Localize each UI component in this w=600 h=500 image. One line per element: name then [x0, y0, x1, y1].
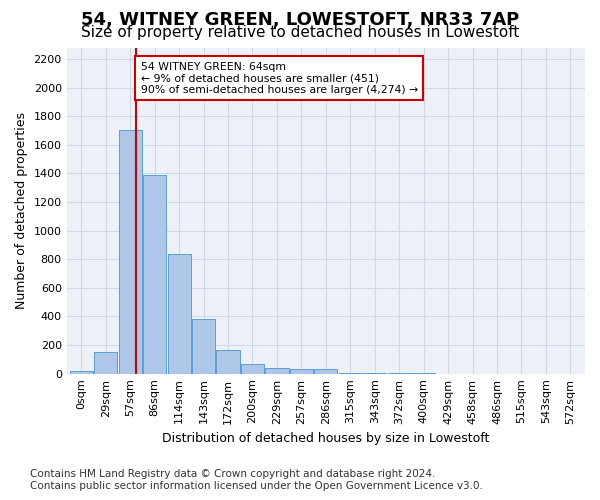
Bar: [363, 373, 386, 374]
Bar: [119, 130, 142, 374]
Bar: [314, 370, 337, 374]
Text: Size of property relative to detached houses in Lowestoft: Size of property relative to detached ho…: [81, 25, 519, 40]
Bar: [192, 318, 215, 374]
Bar: [265, 368, 289, 374]
Y-axis label: Number of detached properties: Number of detached properties: [15, 112, 28, 309]
Bar: [388, 373, 411, 374]
X-axis label: Distribution of detached houses by size in Lowestoft: Distribution of detached houses by size …: [162, 432, 490, 445]
Bar: [338, 373, 362, 374]
Bar: [143, 175, 166, 374]
Bar: [241, 364, 264, 374]
Text: Contains HM Land Registry data © Crown copyright and database right 2024.
Contai: Contains HM Land Registry data © Crown c…: [30, 470, 483, 491]
Bar: [217, 350, 239, 374]
Bar: [290, 370, 313, 374]
Bar: [94, 352, 118, 374]
Text: 54 WITNEY GREEN: 64sqm
← 9% of detached houses are smaller (451)
90% of semi-det: 54 WITNEY GREEN: 64sqm ← 9% of detached …: [140, 62, 418, 95]
Bar: [70, 371, 93, 374]
Bar: [167, 254, 191, 374]
Bar: [412, 373, 435, 374]
Text: 54, WITNEY GREEN, LOWESTOFT, NR33 7AP: 54, WITNEY GREEN, LOWESTOFT, NR33 7AP: [81, 12, 519, 30]
